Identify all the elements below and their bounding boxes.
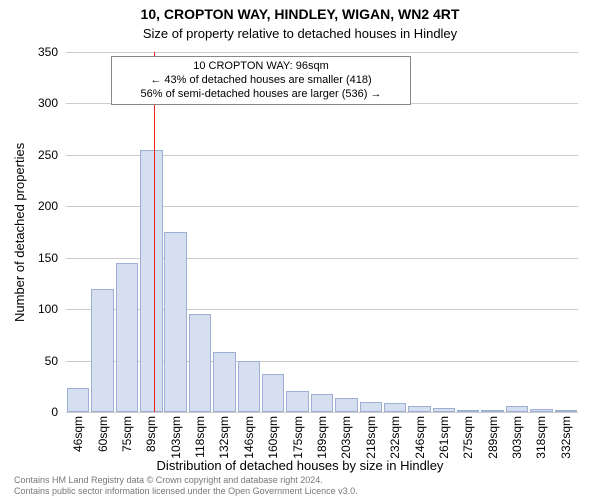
x-tick-label: 146sqm <box>242 412 256 459</box>
bar <box>213 352 235 412</box>
x-tick-label: 118sqm <box>193 412 207 458</box>
y-tick-label: 150 <box>38 251 58 265</box>
x-tick-label: 132sqm <box>217 412 231 459</box>
chart-container: 10, CROPTON WAY, HINDLEY, WIGAN, WN2 4RT… <box>0 0 600 500</box>
x-tick-label: 75sqm <box>120 412 134 452</box>
bar <box>91 289 113 412</box>
plot-area: 05010015020025030035046sqm60sqm75sqm89sq… <box>66 52 578 412</box>
x-tick-label: 160sqm <box>266 412 280 459</box>
bar <box>286 391 308 412</box>
x-tick-label: 203sqm <box>339 412 353 459</box>
x-tick-label: 246sqm <box>413 412 427 459</box>
annotation-line: 10 CROPTON WAY: 96sqm <box>116 60 406 74</box>
x-axis-label: Distribution of detached houses by size … <box>0 458 600 473</box>
y-tick-label: 50 <box>45 354 58 368</box>
gridline <box>66 52 578 53</box>
y-tick-label: 100 <box>38 302 58 316</box>
bar <box>116 263 138 412</box>
x-tick-label: 60sqm <box>96 412 110 452</box>
bar <box>189 314 211 412</box>
bar <box>384 403 406 412</box>
x-tick-label: 175sqm <box>291 412 305 459</box>
x-tick-label: 332sqm <box>559 412 573 459</box>
bar <box>140 150 162 412</box>
bar <box>335 398 357 412</box>
annotation-box: 10 CROPTON WAY: 96sqm← 43% of detached h… <box>111 56 411 105</box>
x-tick-label: 46sqm <box>71 412 85 452</box>
bar <box>262 374 284 412</box>
bar <box>311 394 333 413</box>
y-tick-label: 300 <box>38 96 58 110</box>
footer-line-1: Contains HM Land Registry data © Crown c… <box>14 475 358 485</box>
x-tick-label: 218sqm <box>364 412 378 459</box>
x-tick-label: 275sqm <box>461 412 475 459</box>
x-tick-label: 89sqm <box>144 412 158 452</box>
y-tick-label: 350 <box>38 45 58 59</box>
y-tick-label: 0 <box>51 405 58 419</box>
reference-line <box>154 52 155 412</box>
x-tick-label: 261sqm <box>437 412 451 459</box>
x-tick-label: 232sqm <box>388 412 402 459</box>
x-tick-label: 318sqm <box>534 412 548 459</box>
y-axis-label: Number of detached properties <box>12 143 27 322</box>
chart-title: 10, CROPTON WAY, HINDLEY, WIGAN, WN2 4RT <box>0 6 600 22</box>
annotation-line: ← 43% of detached houses are smaller (41… <box>116 74 406 88</box>
x-tick-label: 303sqm <box>510 412 524 459</box>
x-tick-label: 289sqm <box>486 412 500 459</box>
y-tick-label: 250 <box>38 148 58 162</box>
bar <box>238 361 260 412</box>
annotation-line: 56% of semi-detached houses are larger (… <box>116 88 406 102</box>
bar <box>67 388 89 412</box>
chart-subtitle: Size of property relative to detached ho… <box>0 26 600 41</box>
x-tick-label: 103sqm <box>169 412 183 459</box>
bar <box>360 402 382 412</box>
bar <box>164 232 186 412</box>
footer-line-2: Contains public sector information licen… <box>14 486 358 496</box>
footer-text: Contains HM Land Registry data © Crown c… <box>14 475 358 496</box>
x-tick-label: 189sqm <box>315 412 329 459</box>
y-tick-label: 200 <box>38 199 58 213</box>
